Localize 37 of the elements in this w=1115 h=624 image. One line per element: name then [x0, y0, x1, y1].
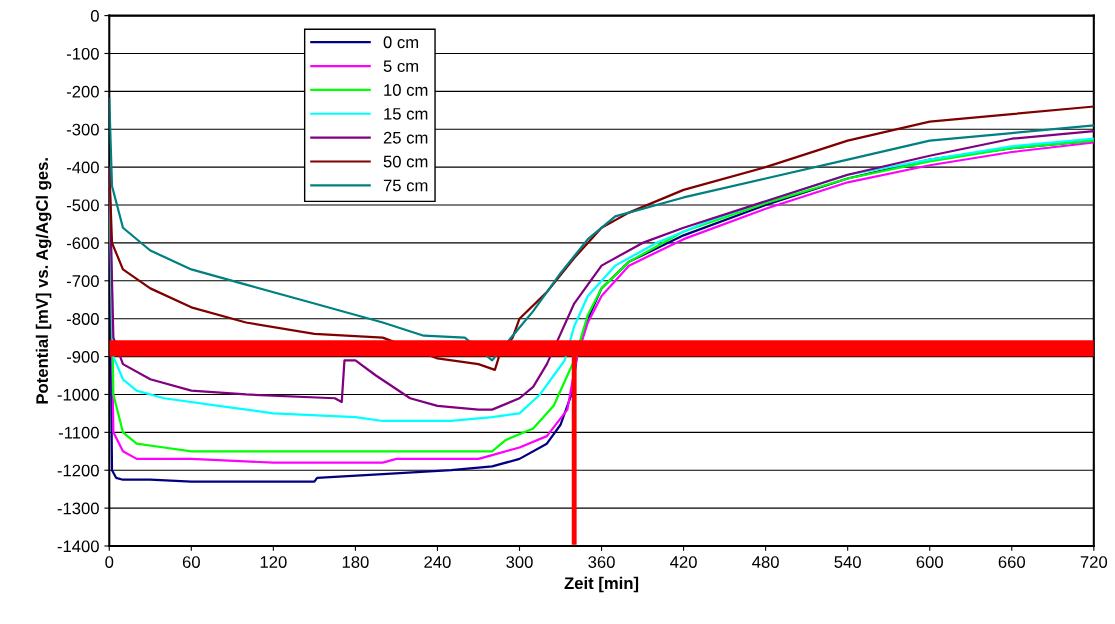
legend-label: 25 cm: [383, 131, 428, 144]
x-tick-label: 60: [182, 556, 200, 568]
y-tick-label: -100: [66, 47, 99, 60]
legend-label: 50 cm: [383, 155, 428, 168]
y-tick-label: -900: [66, 350, 99, 363]
legend-label: 5 cm: [383, 60, 419, 73]
y-tick-label: -800: [66, 313, 99, 325]
y-tick-label: -1000: [57, 388, 99, 401]
x-tick-label: 720: [1080, 556, 1108, 568]
x-tick-label: 120: [260, 556, 287, 568]
x-tick-label: 180: [342, 556, 369, 568]
y-tick-label: -600: [66, 237, 99, 250]
y-tick-label: -200: [66, 85, 99, 98]
x-tick-label: 300: [506, 556, 533, 568]
x-tick-label: 420: [670, 556, 697, 568]
y-tick-label: -400: [66, 161, 99, 174]
legend-label: 10 cm: [384, 84, 428, 96]
x-tick-label: 480: [752, 556, 779, 568]
x-axis-title: Zeit [min]: [564, 576, 639, 593]
y-tick-label: -1100: [58, 426, 99, 439]
legend-label: 75 cm: [383, 179, 428, 192]
x-tick-label: 240: [424, 556, 451, 568]
y-tick-label: 0: [90, 10, 99, 22]
x-tick-label: 660: [998, 556, 1026, 568]
y-tick-label: -700: [66, 275, 99, 287]
x-tick-label: 360: [588, 556, 615, 568]
y-tick-label: -1200: [57, 464, 99, 477]
legend-label: 15 cm: [384, 108, 428, 120]
y-tick-label: -300: [66, 123, 99, 136]
legend-label: 0 cm: [383, 36, 419, 49]
x-tick-label: 600: [916, 556, 943, 568]
y-tick-label: -1400: [57, 540, 99, 553]
y-tick-label: -1300: [57, 502, 99, 515]
y-tick-label: -500: [66, 199, 99, 212]
y-axis-title: Potential [mV] vs. Ag/AgCl ges.: [35, 158, 52, 404]
x-tick-label: 0: [105, 556, 114, 568]
x-tick-label: 540: [834, 556, 861, 568]
